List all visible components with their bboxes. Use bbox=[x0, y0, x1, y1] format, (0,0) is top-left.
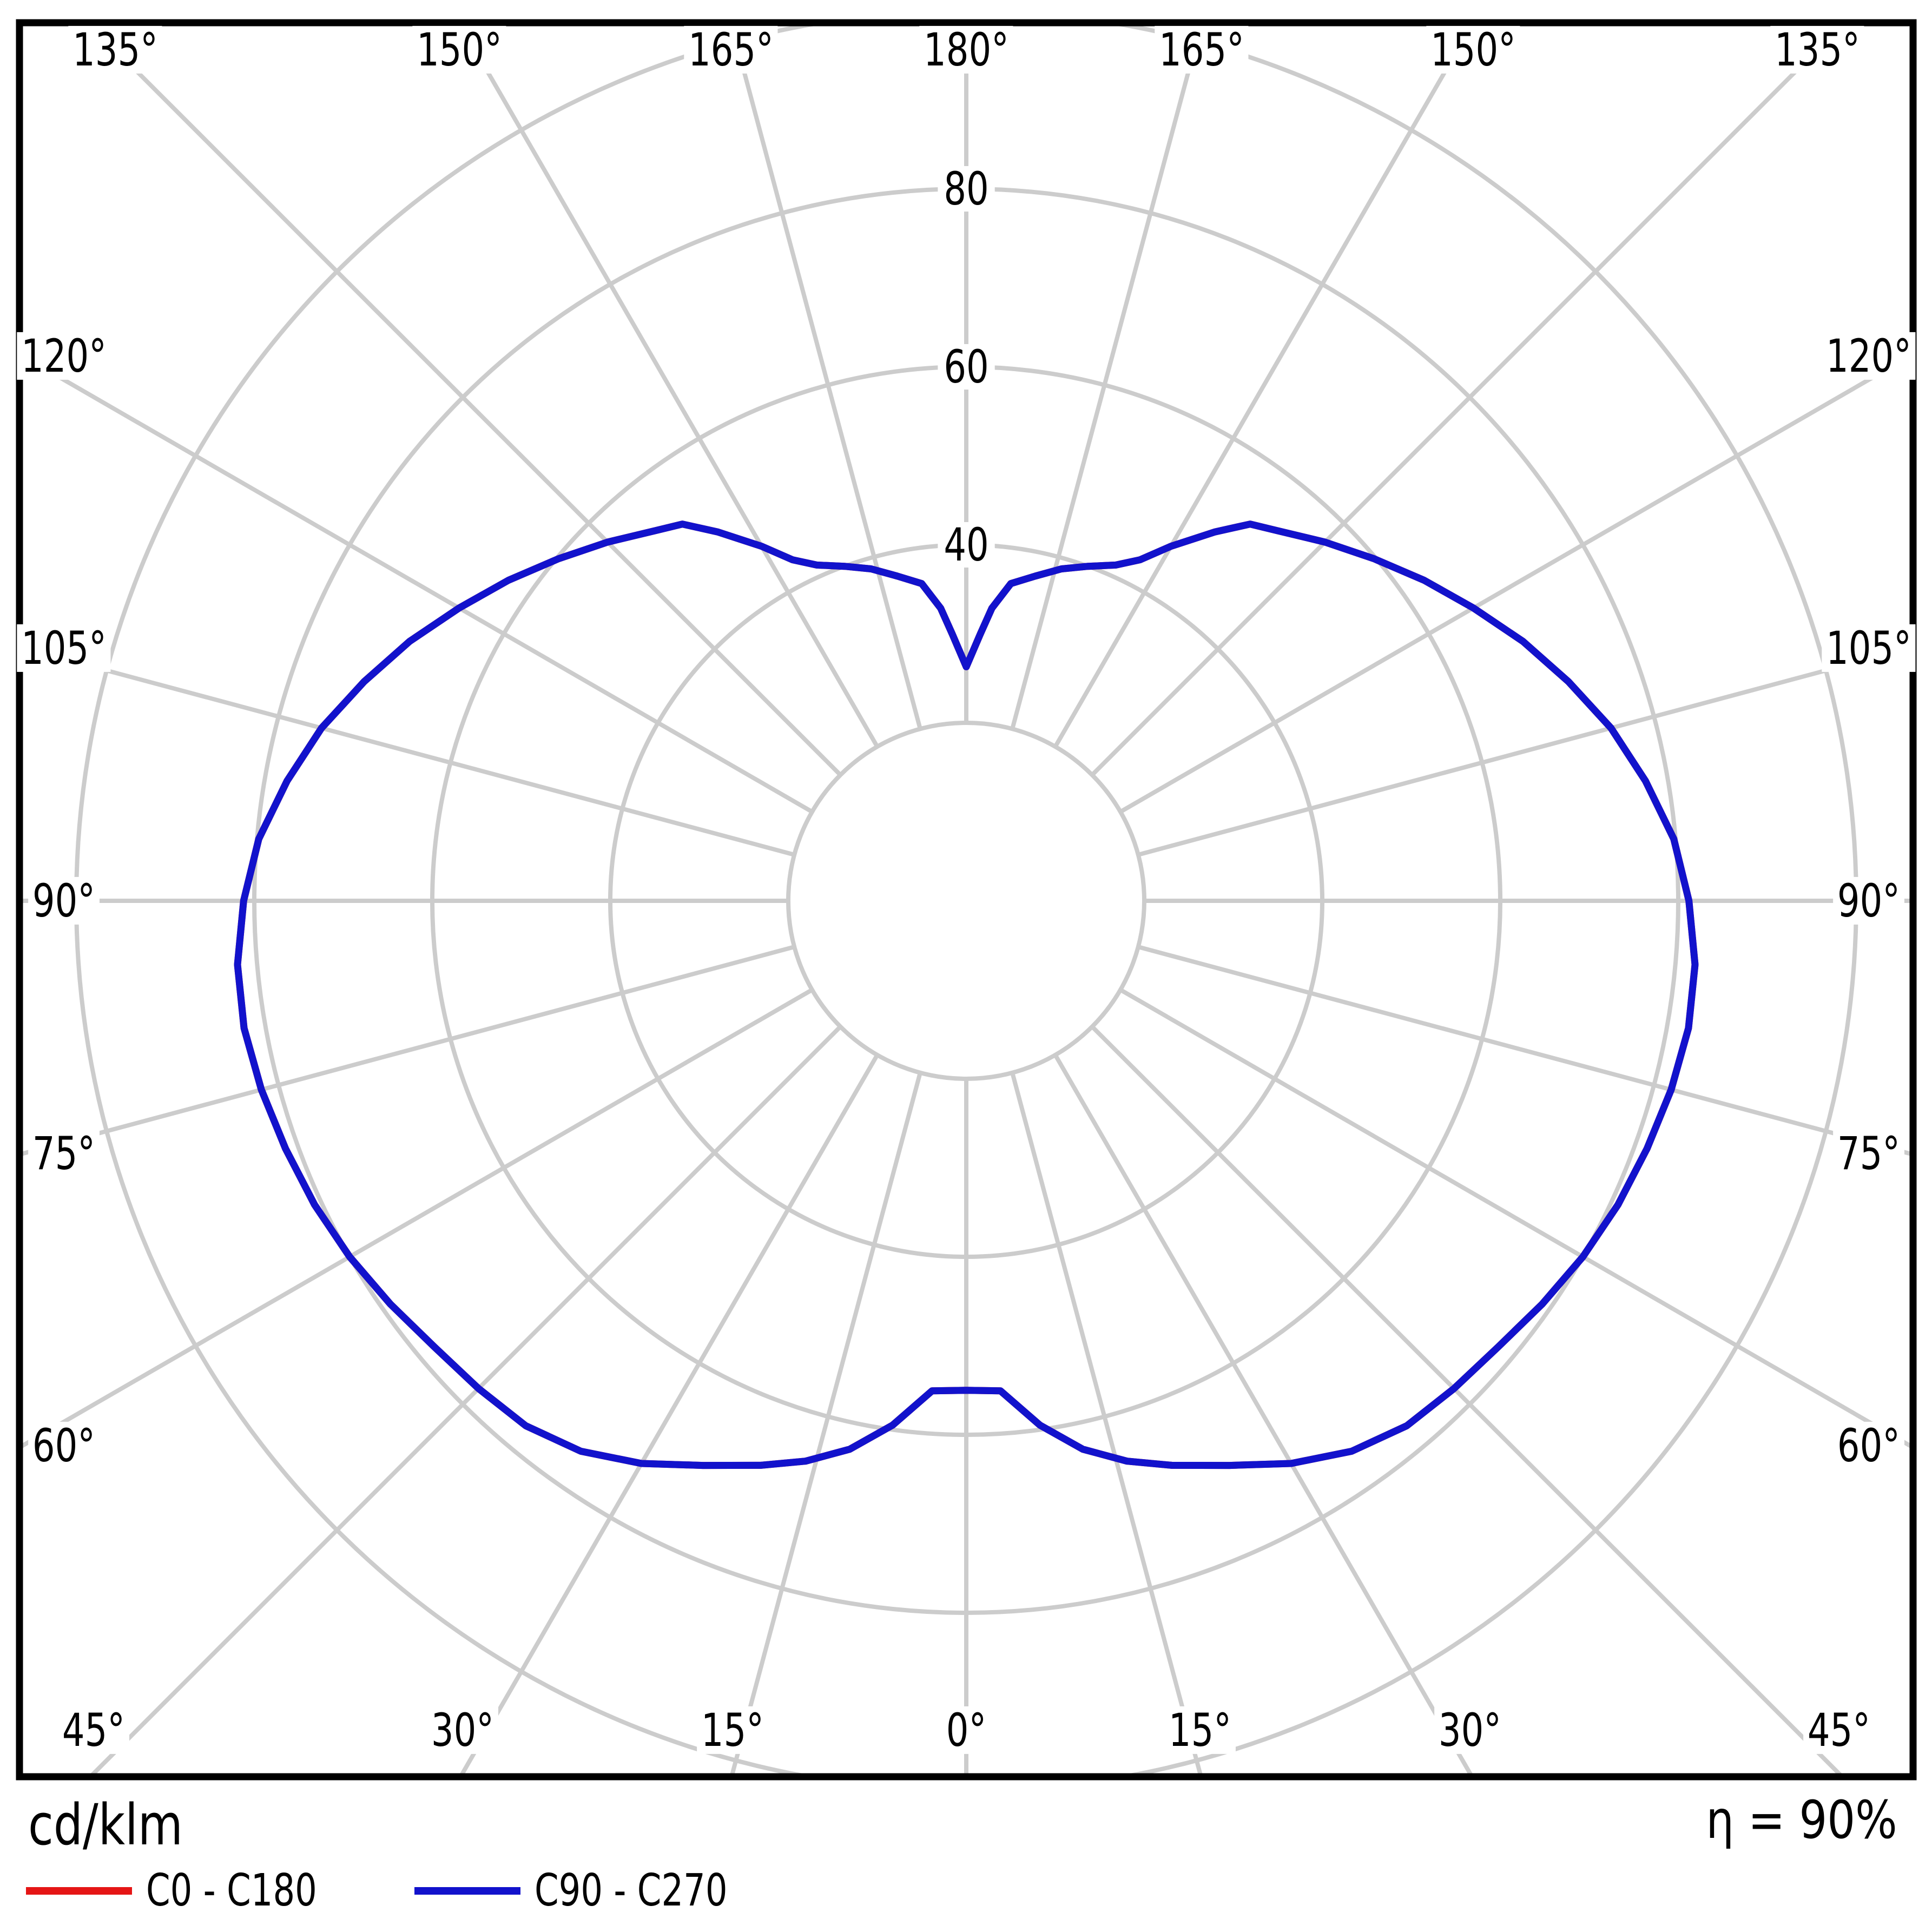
legend-label-c90-c270: C90 - C270 bbox=[535, 1865, 728, 1916]
legend-item-c90-c270: C90 - C270 bbox=[414, 1869, 782, 1913]
unit-label: cd/klm bbox=[28, 1792, 183, 1858]
grid-spoke-105 bbox=[1137, 945, 1913, 1157]
grid-spoke-285 bbox=[19, 644, 795, 857]
grid-spoke-150 bbox=[1053, 1053, 1475, 1777]
curve-c90-c270 bbox=[234, 520, 1699, 1469]
grid-spoke-60 bbox=[1119, 352, 1913, 814]
angle-label-right-3: 75° bbox=[1833, 1130, 1904, 1177]
angle-label-left-2: 90° bbox=[28, 877, 100, 925]
angle-label-bottom-6: 45° bbox=[1803, 1706, 1875, 1754]
legend: C0 - C180 C90 - C270 bbox=[0, 1857, 1932, 1927]
angle-label-bottom-4: 15° bbox=[1164, 1706, 1236, 1754]
angle-label-top-4: 165° bbox=[1155, 26, 1249, 74]
angle-label-top-2: 165° bbox=[684, 26, 778, 74]
grid-spoke-240 bbox=[19, 988, 814, 1450]
angle-label-right-1: 105° bbox=[1822, 624, 1916, 672]
grid-spoke-15 bbox=[1010, 23, 1204, 730]
grid-spoke-75 bbox=[1137, 644, 1913, 857]
grid-spoke-165 bbox=[1010, 1072, 1203, 1777]
angle-label-right-4: 60° bbox=[1833, 1422, 1904, 1469]
angle-label-bottom-1: 30° bbox=[427, 1706, 498, 1754]
angle-label-bottom-0: 45° bbox=[58, 1706, 129, 1754]
grid-ring-20 bbox=[786, 721, 1146, 1081]
legend-item-c0-c180: C0 - C180 bbox=[26, 1869, 365, 1913]
intensity-curves bbox=[234, 520, 1699, 1469]
angle-label-top-5: 150° bbox=[1426, 26, 1520, 74]
angle-label-bottom-2: 15° bbox=[697, 1706, 768, 1754]
radial-label-40: 40 bbox=[938, 522, 995, 568]
angle-label-right-0: 120° bbox=[1822, 332, 1916, 380]
grid-spoke-345 bbox=[728, 23, 922, 730]
angle-label-bottom-3: 0° bbox=[941, 1706, 991, 1754]
grid-spoke-120 bbox=[1119, 988, 1913, 1450]
angle-label-left-4: 60° bbox=[28, 1422, 100, 1469]
c0-c180-line-swatch bbox=[26, 1887, 132, 1895]
grid-spoke-315 bbox=[85, 23, 842, 777]
grid-spoke-300 bbox=[19, 352, 814, 814]
efficiency-label: η = 90% bbox=[1706, 1790, 1897, 1850]
grid-spoke-135 bbox=[1090, 1025, 1845, 1777]
grid-spoke-195 bbox=[729, 1072, 922, 1777]
angle-label-top-3: 180° bbox=[919, 26, 1013, 74]
radial-label-60: 60 bbox=[938, 344, 995, 390]
grid-spoke-255 bbox=[19, 945, 795, 1157]
grid-spoke-330 bbox=[457, 23, 879, 748]
c90-c270-line-swatch bbox=[414, 1887, 520, 1895]
angle-label-left-0: 120° bbox=[17, 332, 111, 380]
angle-label-bottom-5: 30° bbox=[1434, 1706, 1506, 1754]
angle-label-top-0: 135° bbox=[68, 26, 162, 74]
angle-label-left-1: 105° bbox=[17, 624, 111, 672]
angle-label-right-2: 90° bbox=[1833, 877, 1904, 925]
grid-spoke-210 bbox=[458, 1053, 879, 1777]
grid-spoke-225 bbox=[87, 1025, 842, 1777]
chart-frame bbox=[16, 19, 1917, 1781]
angle-label-top-1: 150° bbox=[412, 26, 506, 74]
radial-label-80: 80 bbox=[938, 166, 995, 212]
grid-spoke-45 bbox=[1090, 23, 1848, 777]
legend-label-c0-c180: C0 - C180 bbox=[146, 1865, 317, 1916]
angle-label-top-6: 135° bbox=[1770, 26, 1864, 74]
angle-label-left-3: 75° bbox=[28, 1130, 100, 1177]
grid-spoke-30 bbox=[1053, 23, 1476, 748]
